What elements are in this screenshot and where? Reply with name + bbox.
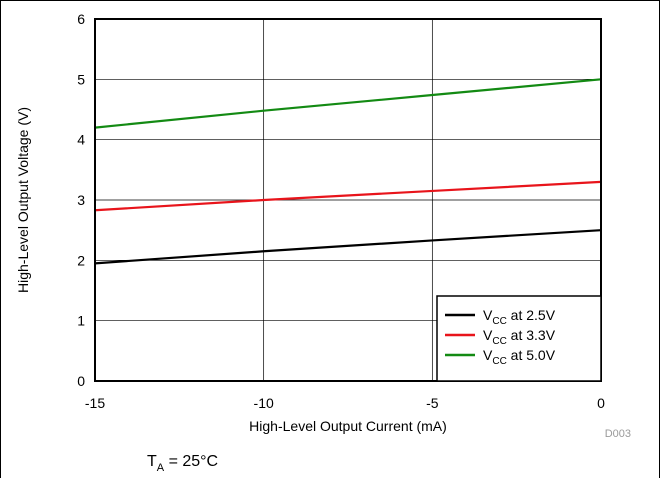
- x-tick-label: -5: [426, 395, 439, 411]
- series-lines: [94, 78, 602, 265]
- figure-code-label: D003: [605, 428, 631, 440]
- y-tick-label: 0: [77, 373, 85, 389]
- y-axis-label: High-Level Output Voltage (V): [15, 107, 31, 293]
- y-tick-labels: 0 1 2 3 4 5 6: [77, 11, 85, 389]
- y-tick-label: 4: [77, 132, 85, 148]
- condition-sub: A: [157, 462, 165, 474]
- legend-box: [436, 295, 602, 382]
- x-tick-label: 0: [597, 395, 605, 411]
- y-tick-label: 5: [77, 71, 85, 87]
- condition-rest: = 25°C: [164, 453, 218, 470]
- series-line-1: [94, 229, 602, 265]
- plot-area-border: [94, 18, 602, 382]
- series-line-3: [94, 78, 602, 129]
- series-line-2: [94, 180, 602, 212]
- condition-main: T: [147, 453, 157, 470]
- y-tick-label: 2: [77, 252, 85, 268]
- x-axis-label: High-Level Output Current (mA): [249, 418, 447, 434]
- legend-label-1: VCC at 2.5V: [483, 307, 556, 327]
- x-tick-label: -10: [254, 395, 274, 411]
- legend-label-2: VCC at 3.3V: [483, 327, 556, 347]
- y-tick-label: 1: [77, 313, 85, 329]
- x-tick-label: -15: [85, 395, 105, 411]
- x-tick-labels: -15 -10 -5 0: [85, 395, 605, 411]
- y-tick-label: 6: [77, 11, 85, 27]
- condition-label: TA = 25°C: [147, 453, 218, 474]
- legend-label-3: VCC at 5.0V: [483, 347, 556, 367]
- y-tick-label: 3: [77, 192, 85, 208]
